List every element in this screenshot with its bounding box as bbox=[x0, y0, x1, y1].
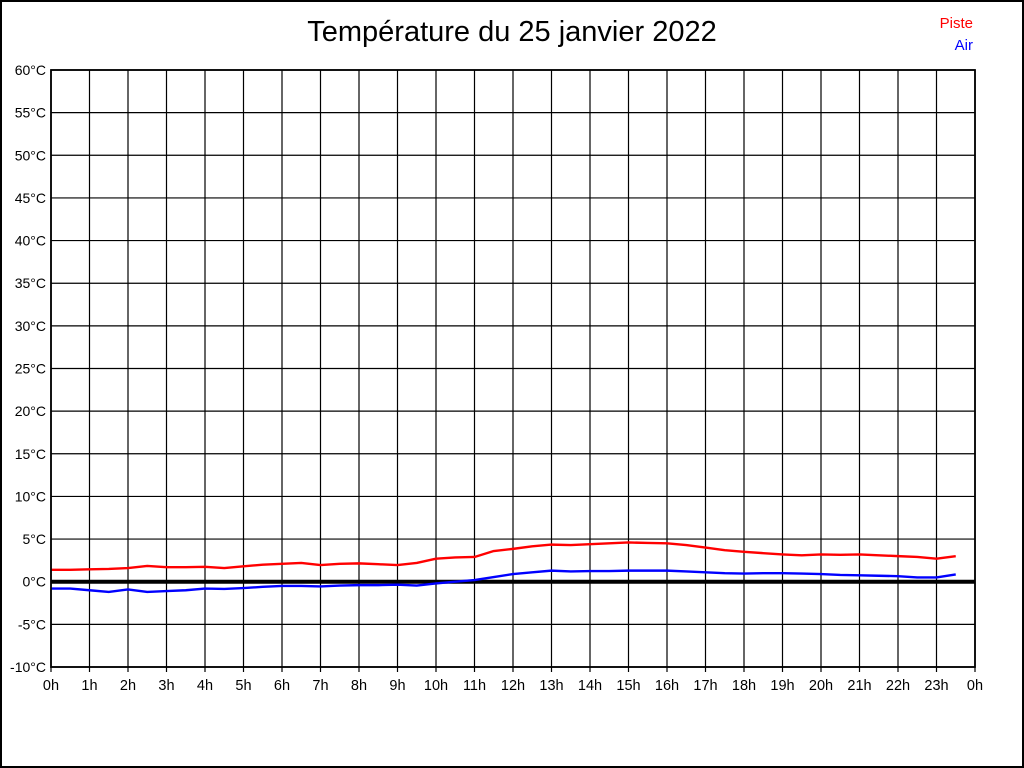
y-axis-label: -5°C bbox=[18, 616, 46, 632]
piste-temperature-line bbox=[51, 541, 956, 571]
x-axis-label: 13h bbox=[539, 678, 563, 694]
x-axis-label: 12h bbox=[501, 678, 525, 694]
x-axis-label: 7h bbox=[312, 678, 328, 694]
x-axis-label: 23h bbox=[924, 678, 948, 694]
air-temperature-line bbox=[51, 569, 956, 594]
x-axis-label: 16h bbox=[655, 678, 679, 694]
y-axis-label: 15°C bbox=[15, 446, 46, 462]
x-axis-label: 9h bbox=[389, 678, 405, 694]
y-axis-label: 0°C bbox=[23, 574, 47, 590]
x-axis-label: 17h bbox=[693, 678, 717, 694]
x-axis-label: 21h bbox=[847, 678, 871, 694]
y-axis-label: -10°C bbox=[10, 659, 46, 675]
y-axis-label: 55°C bbox=[15, 105, 46, 121]
x-axis-label: 0h bbox=[43, 678, 59, 694]
x-axis-label: 11h bbox=[463, 678, 486, 694]
x-axis-label: 6h bbox=[274, 678, 290, 694]
x-axis-label: 8h bbox=[351, 678, 367, 694]
x-axis-label: 2h bbox=[120, 678, 136, 694]
y-axis-label: 50°C bbox=[15, 147, 46, 163]
x-axis-label: 0h bbox=[967, 678, 983, 694]
x-axis-label: 14h bbox=[578, 678, 602, 694]
y-axis-label: 60°C bbox=[15, 62, 46, 78]
y-axis-label: 10°C bbox=[15, 488, 46, 504]
legend-item-piste: Piste bbox=[939, 15, 973, 32]
x-axis-label: 15h bbox=[616, 678, 640, 694]
x-axis-label: 18h bbox=[732, 678, 756, 694]
y-axis-label: 35°C bbox=[15, 275, 46, 291]
chart-title: Température du 25 janvier 2022 bbox=[307, 16, 717, 48]
y-axis-label: 5°C bbox=[23, 531, 47, 547]
x-axis-label: 19h bbox=[770, 678, 794, 694]
y-axis-label: 40°C bbox=[15, 233, 46, 249]
y-axis-label: 45°C bbox=[15, 190, 46, 206]
x-axis-label: 20h bbox=[809, 678, 833, 694]
x-axis-label: 10h bbox=[424, 678, 448, 694]
y-axis-label: 20°C bbox=[15, 403, 46, 419]
y-axis-label: 25°C bbox=[15, 361, 46, 377]
x-axis-label: 22h bbox=[886, 678, 910, 694]
legend: Piste Air bbox=[940, 13, 973, 57]
x-axis-label: 4h bbox=[197, 678, 213, 694]
x-axis-label: 5h bbox=[235, 678, 251, 694]
y-axis-label: 30°C bbox=[15, 318, 46, 334]
x-axis-label: 1h bbox=[81, 678, 97, 694]
legend-item-air: Air bbox=[954, 37, 973, 54]
x-axis-label: 3h bbox=[158, 678, 174, 694]
